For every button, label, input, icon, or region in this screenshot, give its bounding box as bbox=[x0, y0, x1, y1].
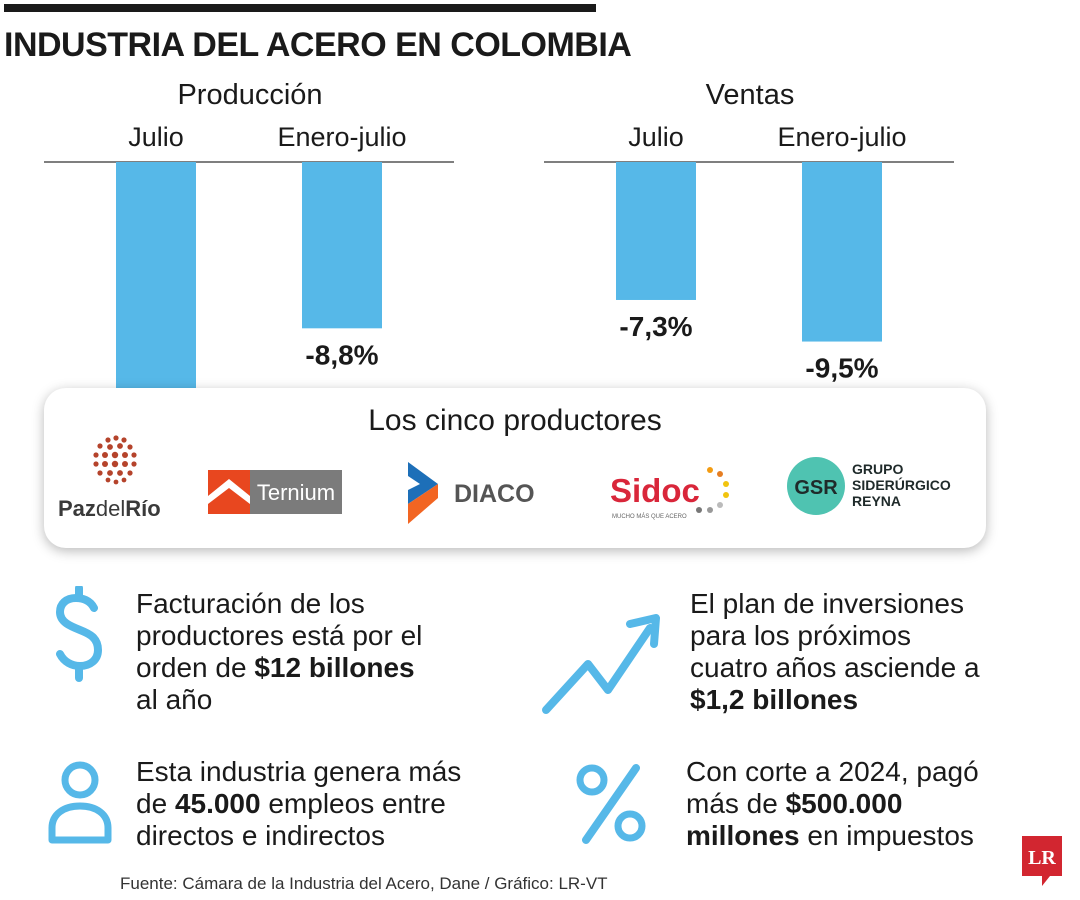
value-label: -9,5% bbox=[805, 353, 878, 384]
fact-investment-bold: $1,2 billones bbox=[690, 684, 859, 715]
svg-text:PazdelRío: PazdelRío bbox=[58, 496, 161, 521]
fact-revenue-text1: Facturación de los productores está por … bbox=[136, 588, 423, 683]
chart-ventas-svg: Ventas Julio -7,3% Enero-julio -9,5% bbox=[544, 79, 954, 384]
fact-revenue-bold: $12 billones bbox=[254, 652, 415, 683]
pazdelrio-part1: Paz bbox=[58, 496, 96, 521]
category-label: Julio bbox=[628, 122, 684, 152]
sidoc-text: Sidoc bbox=[610, 472, 700, 509]
gsr-badge-icon: GSR GRUPO SIDERÚRGICO REYNA bbox=[787, 457, 951, 515]
percent-icon bbox=[574, 762, 650, 851]
gsr-line2: SIDERÚRGICO bbox=[852, 476, 951, 493]
top-rule bbox=[4, 4, 596, 12]
chart-ventas: Ventas Julio -7,3% Enero-julio -9,5% bbox=[540, 76, 960, 386]
bar bbox=[116, 162, 196, 410]
pazdelrio-part2: del bbox=[96, 496, 125, 521]
pazdelrio-dots-icon: PazdelRío bbox=[58, 435, 161, 521]
gsr-line3: REYNA bbox=[852, 493, 901, 509]
fact-taxes: Con corte a 2024, pagó más de $500.000 m… bbox=[686, 756, 1016, 852]
category-label: Enero-julio bbox=[277, 122, 406, 152]
fact-jobs-text1: Esta industria genera más de bbox=[136, 756, 462, 819]
trend-up-icon bbox=[538, 608, 668, 723]
fact-revenue: Facturación de los productores está por … bbox=[136, 588, 436, 716]
ternium-text: Ternium bbox=[257, 480, 335, 505]
bar bbox=[302, 162, 382, 329]
lr-logo: LR bbox=[1022, 836, 1062, 893]
value-label: -8,8% bbox=[305, 339, 378, 370]
bar bbox=[616, 162, 696, 300]
pazdelrio-part3: Río bbox=[125, 496, 160, 521]
value-label: -7,3% bbox=[619, 311, 692, 342]
logo-pazdelrio: PazdelRío bbox=[56, 432, 186, 528]
fact-taxes-text1: Con corte a 2024, pagó más de bbox=[686, 756, 979, 819]
logo-gsr: GSR GRUPO SIDERÚRGICO REYNA bbox=[786, 454, 966, 520]
category-label: Enero-julio bbox=[777, 122, 906, 152]
ternium-mark-icon: Ternium bbox=[208, 470, 342, 514]
fact-jobs: Esta industria genera más de 45.000 empl… bbox=[136, 756, 486, 852]
sidoc-tagline: MUCHO MÁS QUE ACERO bbox=[612, 513, 687, 520]
gsr-line1: GRUPO bbox=[852, 461, 903, 477]
fact-investment-text1: El plan de inversiones para los próximos… bbox=[690, 588, 980, 683]
logo-sidoc: Sidoc MUCHO MÁS QUE ACERO bbox=[606, 464, 746, 524]
diaco-chevron-icon: DIACO bbox=[408, 462, 535, 524]
sidoc-dots-icon: Sidoc MUCHO MÁS QUE ACERO bbox=[610, 467, 729, 520]
chart-title: Ventas bbox=[706, 79, 795, 111]
fact-taxes-bold: $500.000 millones bbox=[686, 788, 903, 851]
fact-revenue-text2: al año bbox=[136, 684, 213, 715]
page-title: INDUSTRIA DEL ACERO EN COLOMBIA bbox=[4, 26, 632, 64]
logo-diaco: DIACO bbox=[406, 460, 556, 526]
diaco-text: DIACO bbox=[454, 480, 535, 508]
fact-jobs-bold: 45.000 bbox=[174, 788, 261, 819]
lr-logo-text: LR bbox=[1028, 847, 1056, 869]
producers-card: Los cinco productores PazdelRío Ternium bbox=[44, 388, 986, 548]
producers-title: Los cinco productores bbox=[368, 404, 662, 437]
fact-taxes-text2: en impuestos bbox=[799, 820, 974, 851]
category-label: Julio bbox=[128, 122, 184, 152]
chart-title: Producción bbox=[177, 79, 322, 111]
person-icon bbox=[44, 760, 116, 853]
fact-jobs-text2: empleos entre directos e indirectos bbox=[136, 788, 446, 851]
gsr-badge-text: GSR bbox=[794, 477, 838, 499]
dollar-icon bbox=[50, 584, 110, 691]
source-note: Fuente: Cámara de la Industria del Acero… bbox=[120, 874, 608, 893]
bar bbox=[802, 162, 882, 342]
logo-ternium: Ternium bbox=[208, 470, 342, 514]
fact-investment: El plan de inversiones para los próximos… bbox=[690, 588, 990, 716]
